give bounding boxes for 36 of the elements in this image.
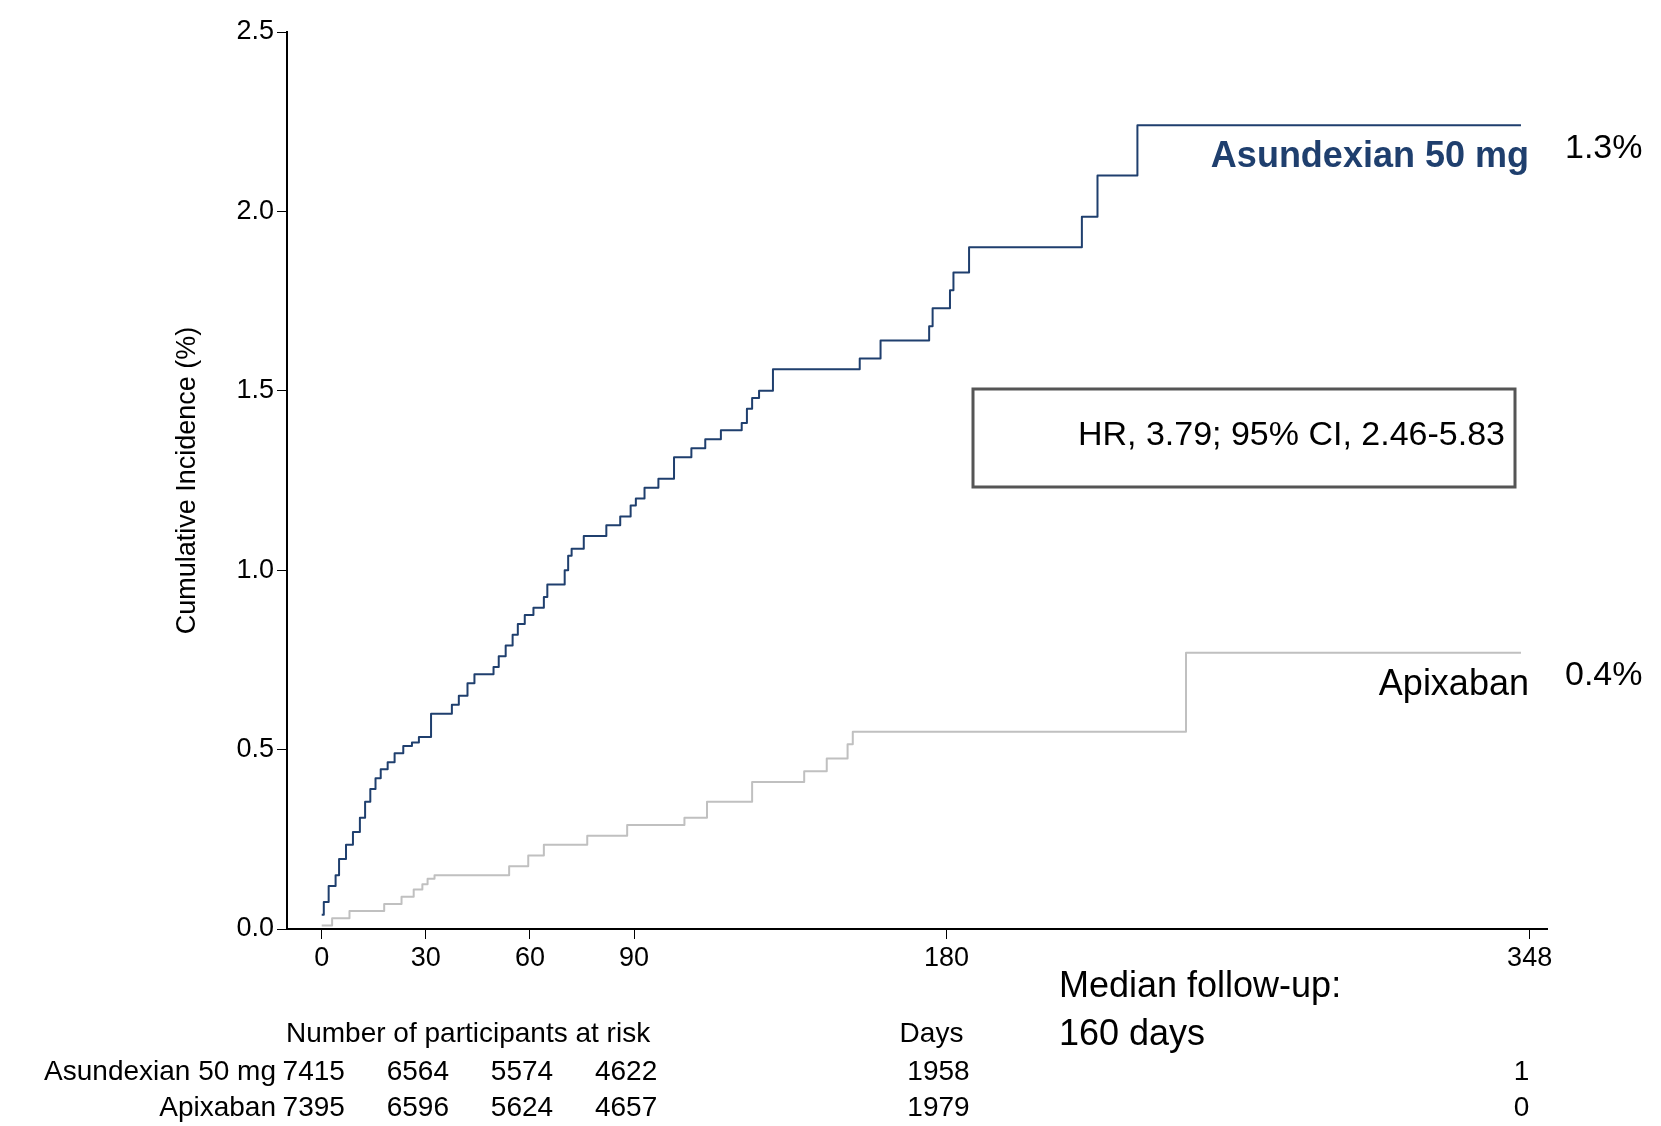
y-tick-label: 2.5 <box>236 15 274 46</box>
series-label: Apixaban <box>1378 661 1529 703</box>
text: Apixaban <box>159 1090 276 1122</box>
x-tick-label: 30 <box>410 941 441 972</box>
text: 5574 <box>490 1054 554 1086</box>
text: 0 <box>1513 1090 1530 1122</box>
text: 7415 <box>282 1054 345 1086</box>
text: 7395 <box>282 1090 345 1122</box>
text: Number of participants at risk <box>286 1016 652 1048</box>
y-axis-title: Cumulative Incidence (%) <box>170 326 201 635</box>
x-tick-label: 348 <box>1507 941 1553 972</box>
text: Asundexian 50 mg <box>44 1054 276 1086</box>
x-tick-label: 90 <box>619 941 650 972</box>
text: 160 days <box>1059 1011 1206 1053</box>
y-tick-label: 0.5 <box>236 733 274 764</box>
y-tick-label: 2.0 <box>236 194 274 225</box>
text: 1.3% <box>1564 126 1643 165</box>
text: Median follow-up: <box>1059 963 1342 1005</box>
annotation: HR, 3.79; 95% CI, 2.46-5.83 <box>1077 414 1505 453</box>
text: 0.4% <box>1564 654 1643 693</box>
y-tick-label: 0.0 <box>236 912 274 943</box>
text: 5624 <box>490 1090 554 1122</box>
text: 4622 <box>594 1054 658 1086</box>
x-tick-label: 180 <box>923 941 970 972</box>
text: 6596 <box>386 1090 449 1122</box>
x-tick-label: 60 <box>514 941 545 972</box>
y-tick-label: 1.0 <box>236 553 274 584</box>
text: Days <box>899 1016 964 1048</box>
text: 4657 <box>594 1090 658 1122</box>
text: 1958 <box>907 1054 970 1086</box>
x-tick-label: 0 <box>314 941 330 972</box>
text: 1 <box>1513 1054 1530 1086</box>
text: 6564 <box>386 1054 449 1086</box>
text: 1979 <box>907 1090 970 1122</box>
series-label: Asundexian 50 mg <box>1210 134 1529 176</box>
y-tick-label: 1.5 <box>236 374 274 405</box>
